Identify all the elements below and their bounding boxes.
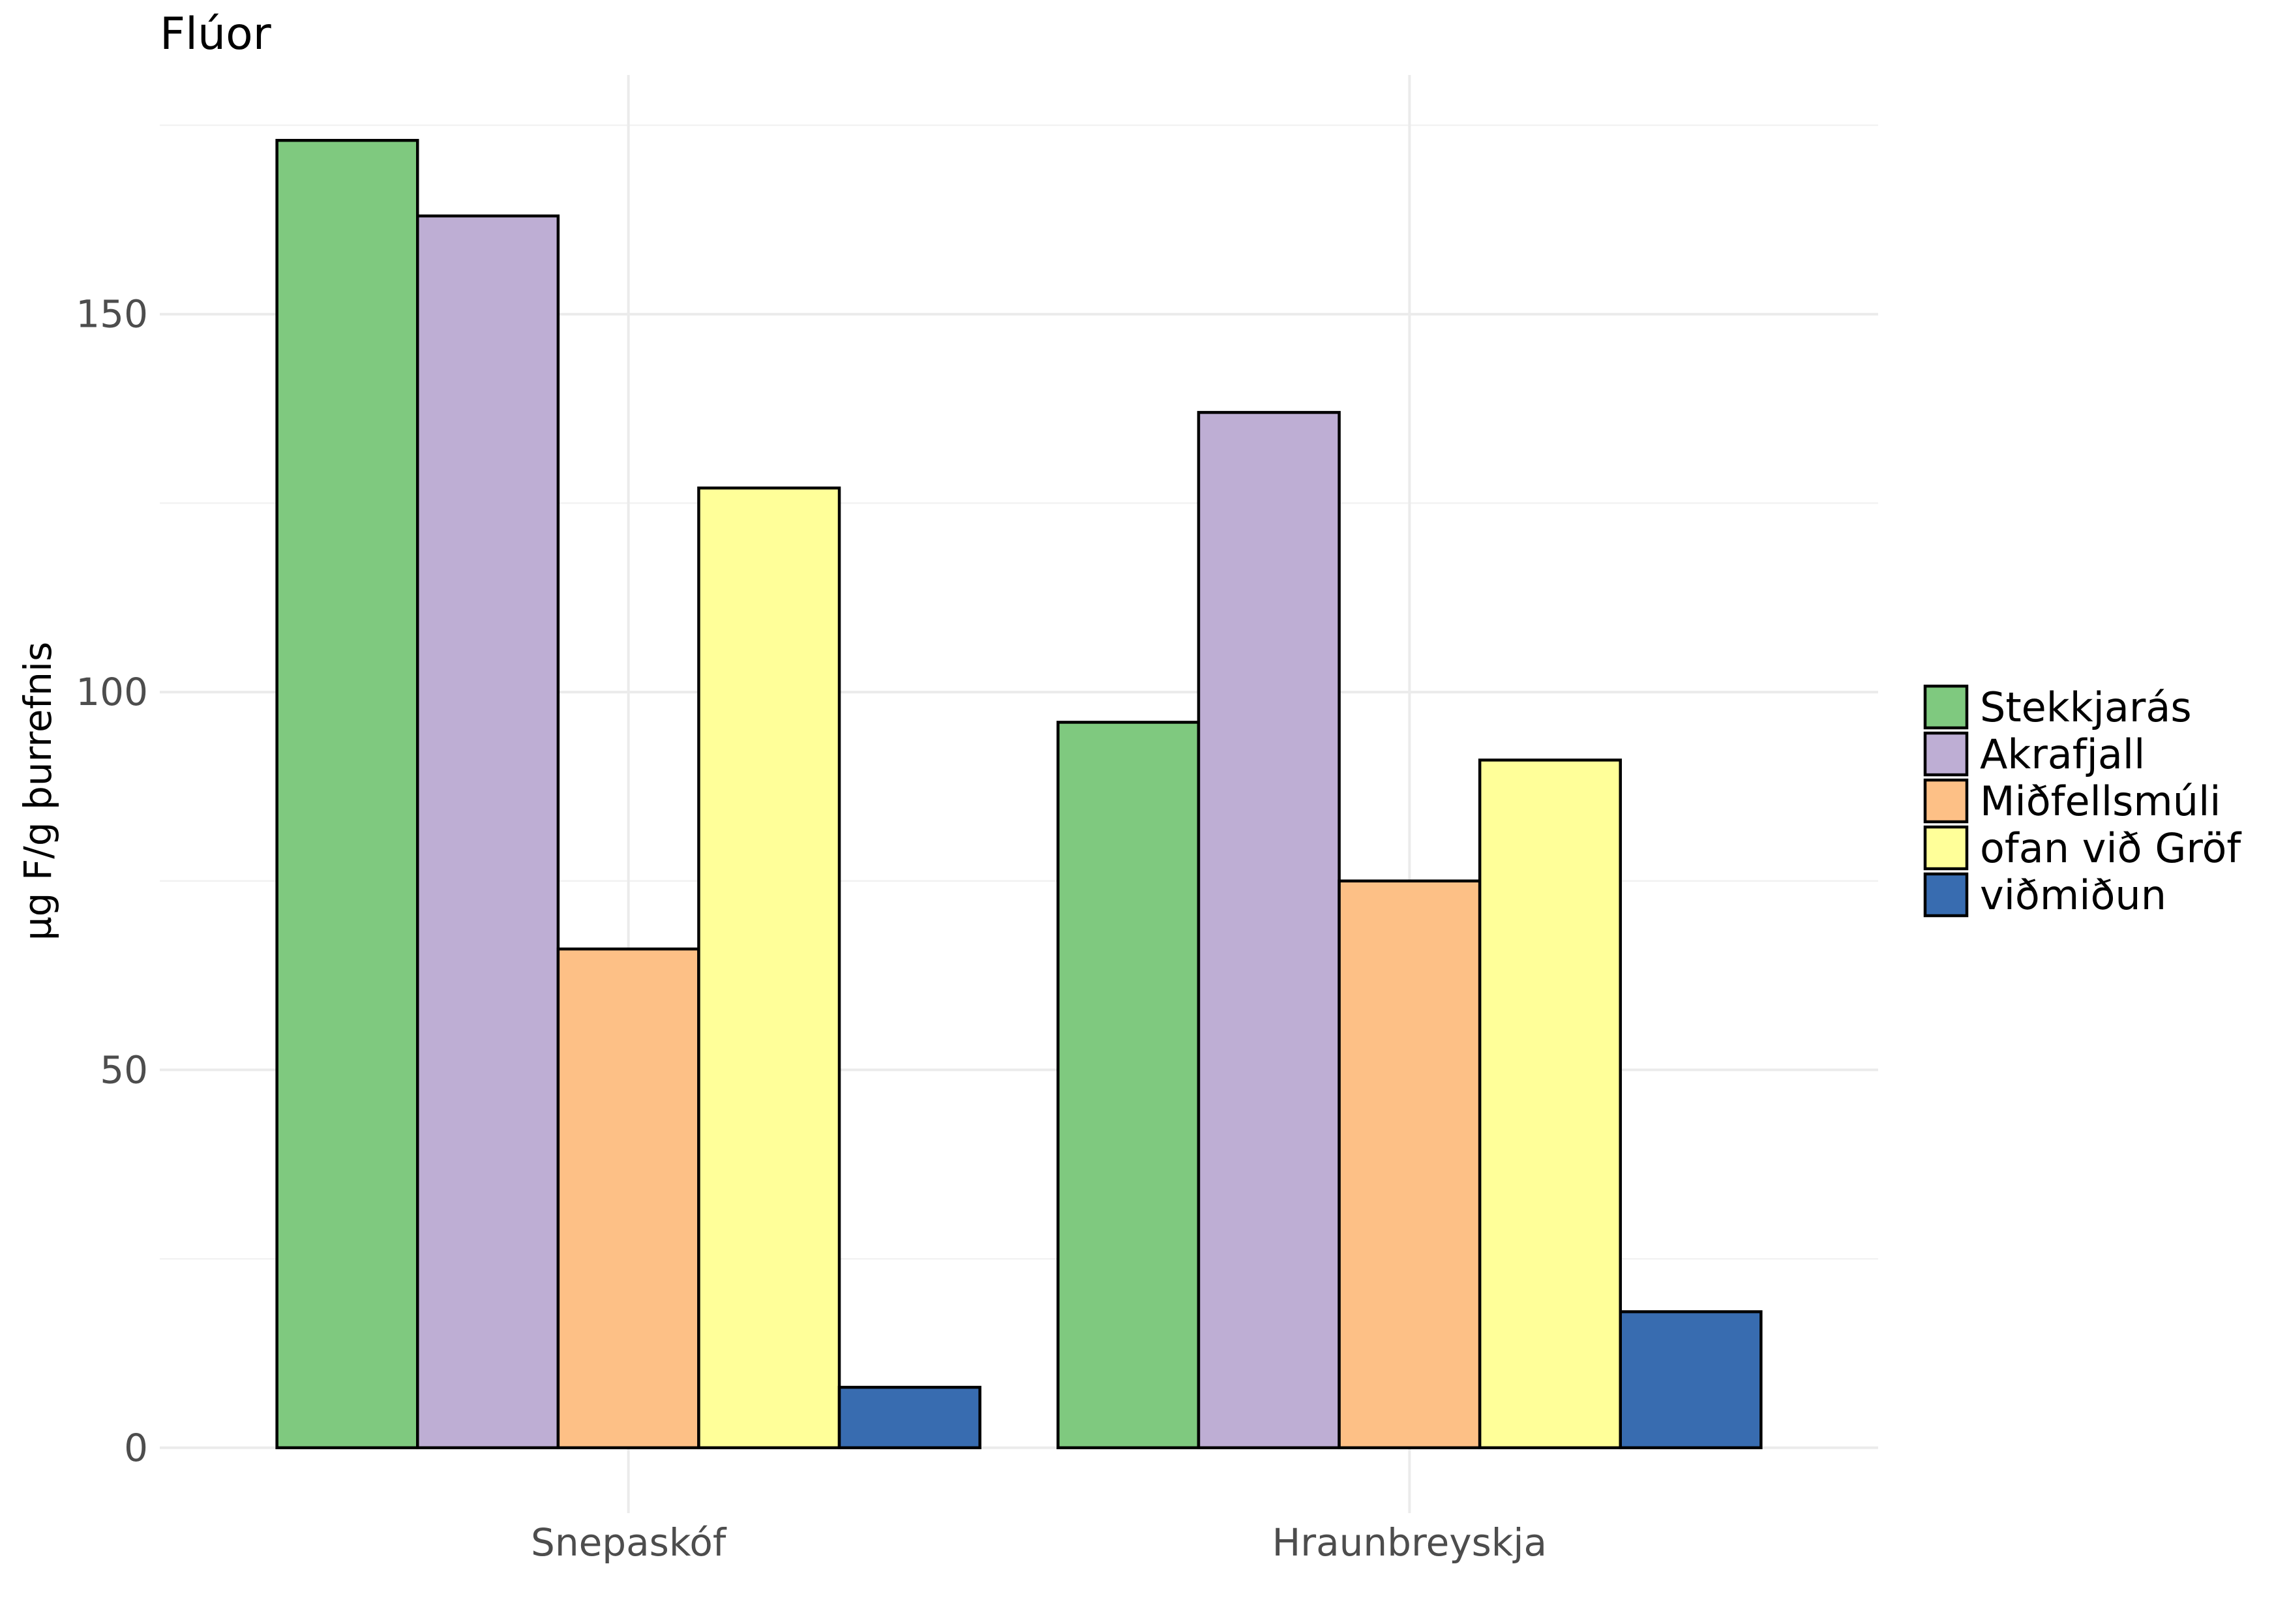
x-tick-label: Snepaskóf <box>531 1520 727 1565</box>
chart-title: Flúor <box>160 8 271 60</box>
bar-ofan-við-gröf-snepaskóf <box>697 486 841 1450</box>
legend-label: Stekkjarás <box>1980 684 2192 731</box>
x-tick-label: Hraunbreyskja <box>1272 1520 1547 1565</box>
y-tick-label: 150 <box>76 292 148 337</box>
bar-ofan-við-gröf-hraunbreyskja <box>1478 759 1623 1450</box>
legend-key <box>1923 872 1969 918</box>
legend-label: Miðfellsmúli <box>1980 777 2221 825</box>
y-axis-label: µg F/g þurrefnis <box>16 642 60 940</box>
bar-akrafjall-snepaskóf <box>416 214 560 1450</box>
y-tick-label: 0 <box>124 1426 148 1470</box>
bar-viðmiðun-snepaskóf <box>837 1385 981 1450</box>
y-tick-label: 100 <box>76 670 148 714</box>
legend-key <box>1923 825 1969 871</box>
bar-miðfellsmúli-hraunbreyskja <box>1338 879 1482 1450</box>
bar-stekkjarás-hraunbreyskja <box>1056 721 1201 1450</box>
legend-key <box>1923 684 1969 730</box>
legend-label: ofan við Gröf <box>1980 824 2242 872</box>
x-axis-ticks: Snepaskóf Hraunbreyskja <box>531 1520 1547 1565</box>
bar-stekkjarás-snepaskóf <box>275 138 419 1450</box>
bar-viðmiðun-hraunbreyskja <box>1619 1310 1763 1450</box>
y-axis-ticks: 0 50 100 150 <box>76 292 148 1470</box>
bar-miðfellsmúli-snepaskóf <box>556 947 700 1450</box>
legend-label: Akrafjall <box>1980 730 2145 778</box>
bar-akrafjall-hraunbreyskja <box>1197 411 1341 1450</box>
legend-label: viðmiðun <box>1980 871 2166 919</box>
bars <box>275 138 1763 1450</box>
y-tick-label: 50 <box>100 1047 148 1092</box>
legend-key <box>1923 731 1969 777</box>
legend-key <box>1923 778 1969 824</box>
